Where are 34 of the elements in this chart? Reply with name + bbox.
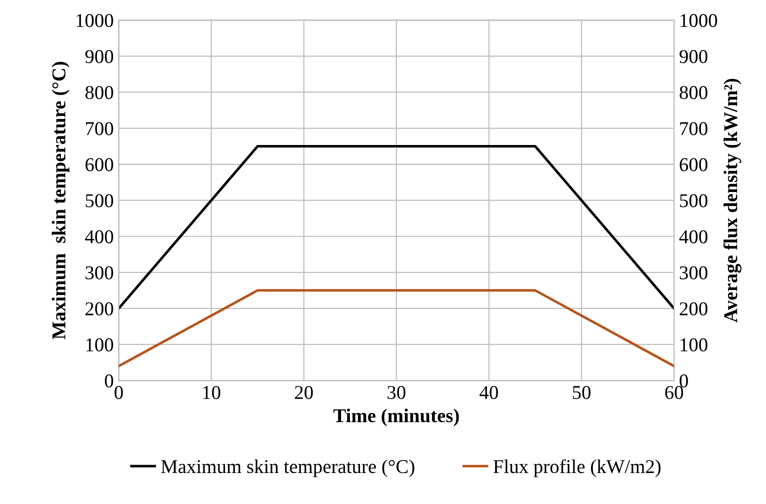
x-axis-title: Time (minutes) — [333, 408, 459, 426]
x-tick-label: 0 — [114, 386, 123, 400]
y2-axis-title: Average flux density (kW/m²) — [723, 78, 742, 323]
y2-tick-label: 1000 — [680, 14, 718, 28]
y2-tick-label: 900 — [680, 50, 708, 64]
y-tick-label: 300 — [86, 266, 114, 280]
y-tick-label: 700 — [86, 122, 114, 136]
y-tick-label: 800 — [85, 86, 114, 100]
x-tick-label: 60 — [665, 386, 684, 400]
y2-tick-label: 400 — [679, 230, 708, 244]
y-tick-label: 200 — [86, 302, 114, 316]
y-tick-label: 1000 — [76, 14, 114, 28]
x-tick-label: 10 — [203, 386, 220, 400]
y2-tick-label: 800 — [680, 86, 708, 100]
y2-tick-label: 500 — [680, 194, 708, 208]
y-axis-title: Maximum skin temperature (°C) — [52, 62, 70, 340]
y-tick-label: 900 — [85, 50, 114, 64]
x-tick-label: 20 — [294, 386, 313, 400]
y-tick-label: 100 — [86, 338, 114, 352]
y2-tick-label: 200 — [680, 302, 708, 316]
x-tick-label: 50 — [572, 386, 591, 400]
legend-label: Flux profile (kW/m2) — [493, 459, 661, 478]
y2-tick-label: 0 — [680, 374, 688, 388]
y-tick-label: 400 — [85, 230, 114, 244]
y2-tick-label: 700 — [680, 122, 708, 136]
y-tick-label: 500 — [86, 194, 114, 208]
x-tick-label: 30 — [388, 386, 406, 400]
legend-label: Maximum skin temperature (°C) — [161, 459, 414, 478]
y2-tick-label: 300 — [680, 266, 708, 280]
y2-tick-label: 100 — [680, 338, 708, 352]
x-tick-label: 40 — [480, 386, 498, 400]
y2-tick-label: 600 — [680, 158, 708, 172]
y-tick-label: 0 — [104, 374, 114, 388]
y-tick-label: 600 — [86, 158, 114, 172]
